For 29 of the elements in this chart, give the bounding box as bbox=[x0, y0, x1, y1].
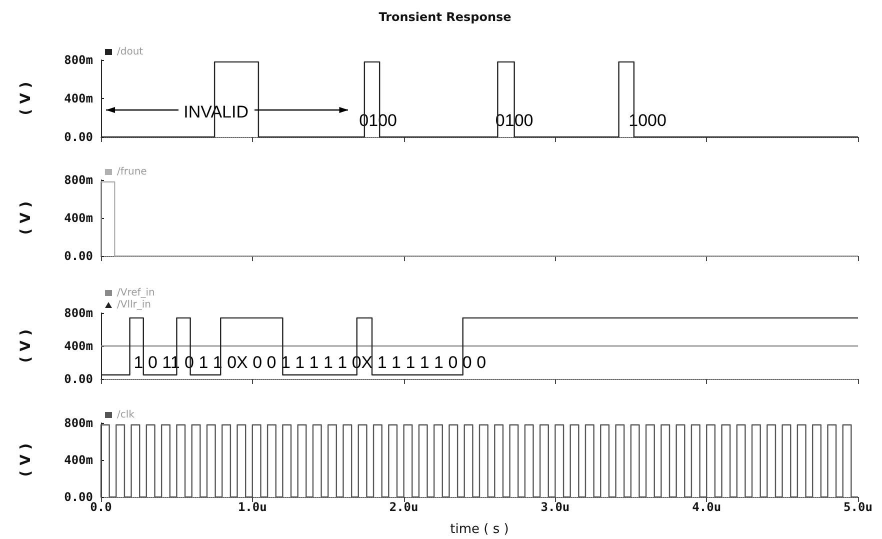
y-tick-label: 400m bbox=[64, 453, 93, 467]
x-tick-label: 1.0u bbox=[238, 500, 267, 514]
y-tick-label: 0.00 bbox=[64, 249, 93, 263]
y-tick-label: 400m bbox=[64, 339, 93, 353]
y-axis-title: ( V ) bbox=[18, 443, 34, 477]
legend-label: /frune bbox=[117, 166, 147, 178]
y-tick-label: 800m bbox=[64, 306, 93, 320]
x-tick-label: 0.0 bbox=[90, 500, 112, 514]
y-tick-label: 0.00 bbox=[64, 490, 93, 504]
y-axis-title: ( V ) bbox=[18, 201, 34, 235]
x-tick-label: 4.0u bbox=[692, 500, 722, 514]
legend-label: /Vllr_in bbox=[117, 300, 151, 310]
x-tick-label: 2.0u bbox=[389, 500, 418, 514]
legend-label: /Vref_in bbox=[117, 288, 155, 298]
x-axis-title: time ( s ) bbox=[450, 522, 509, 537]
y-tick-label: 800m bbox=[64, 416, 93, 430]
legend-label: /clk bbox=[117, 410, 135, 420]
y-tick-label: 0.00 bbox=[64, 130, 93, 144]
x-tick-label: 3.0u bbox=[540, 500, 570, 514]
y-tick-label: 800m bbox=[64, 173, 93, 187]
y-tick-label: 800m bbox=[64, 53, 93, 67]
y-axis-title: ( V ) bbox=[18, 329, 34, 363]
x-tick-label: 5.0u bbox=[844, 500, 872, 514]
y-axis-title: ( V ) bbox=[18, 82, 34, 116]
y-tick-label: 400m bbox=[64, 92, 93, 106]
y-tick-label: 400m bbox=[64, 211, 93, 225]
legend-label: /dout bbox=[117, 46, 144, 58]
y-tick-label: 0.00 bbox=[64, 372, 93, 386]
chart-title: Tronsient Response bbox=[378, 10, 512, 24]
